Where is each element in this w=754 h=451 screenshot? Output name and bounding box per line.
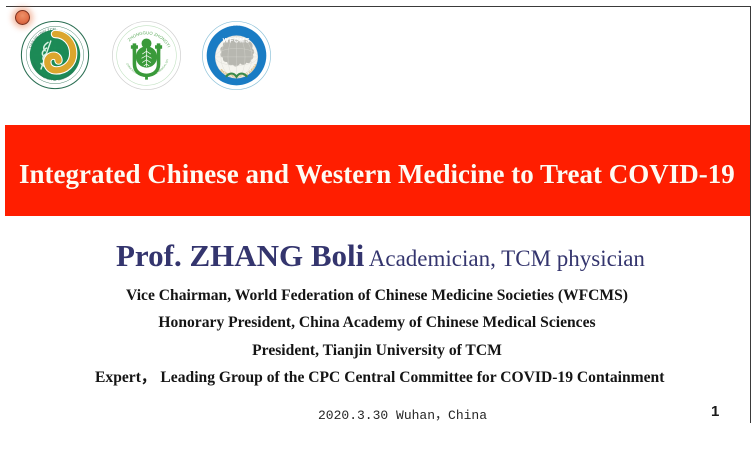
svg-text:WFCMS: WFCMS bbox=[223, 38, 251, 45]
